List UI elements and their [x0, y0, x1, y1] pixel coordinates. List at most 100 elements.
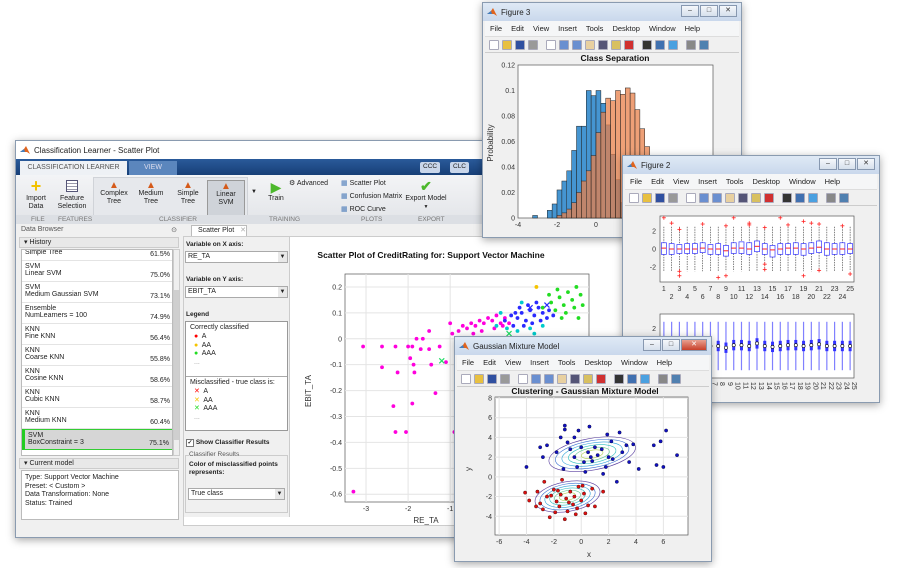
scatter-plot-tab[interactable]: Scatter Plot ✕	[191, 225, 247, 236]
maximize-button[interactable]: □	[700, 5, 718, 17]
open-icon[interactable]	[642, 192, 652, 203]
history-item[interactable]: KNN Fine KNN 56.4%	[22, 324, 172, 345]
print-icon[interactable]	[528, 39, 538, 50]
rotate-icon[interactable]	[598, 39, 608, 50]
menu-tools[interactable]: Tools	[557, 358, 576, 367]
history-item[interactable]: KNN Coarse KNN 55.8%	[22, 345, 172, 366]
dock-icon[interactable]	[699, 39, 709, 50]
show-classifier-results-checkbox[interactable]: ✓ Show Classifier Results	[186, 439, 270, 447]
menu-insert[interactable]: Insert	[698, 177, 717, 186]
menu-desktop[interactable]: Desktop	[612, 24, 640, 33]
data-cursor-icon[interactable]	[611, 39, 621, 50]
menu-file[interactable]: File	[462, 358, 475, 367]
color-meaning-select[interactable]: True class ▼	[188, 488, 285, 500]
history-item[interactable]: SVM BoxConstraint = 3 75.1%	[22, 429, 172, 450]
colorbar-icon[interactable]	[655, 39, 665, 50]
open-icon[interactable]	[502, 39, 512, 50]
menu-edit[interactable]: Edit	[483, 358, 497, 367]
menu-view[interactable]: View	[533, 24, 550, 33]
close-button[interactable]: ✕	[681, 339, 707, 351]
pointer-icon[interactable]	[686, 192, 696, 203]
new-icon[interactable]	[629, 192, 639, 203]
data-cursor-icon[interactable]	[583, 373, 593, 384]
classifier-simple-tree[interactable]: ▲ Simple Tree	[170, 181, 206, 206]
history-item[interactable]: KNN Cosine KNN 58.6%	[22, 366, 172, 387]
history-item[interactable]: Ensemble NumLearners = 100 74.9%	[22, 303, 172, 324]
classifier-linear-svm[interactable]: ▲ Linear SVM	[207, 180, 245, 218]
x-variable-select[interactable]: RE_TA ▼	[185, 251, 288, 263]
current-model-header[interactable]: ▾ Current model	[19, 458, 179, 469]
gmm-clustering-chart[interactable]: -6 -4 -2 0 2 4 6 -4 -2 0 2 4 6 8 Clustering - Gaussian…	[457, 387, 709, 559]
new-icon[interactable]	[461, 373, 471, 384]
dock-icon[interactable]	[839, 192, 849, 203]
pan-icon[interactable]	[585, 39, 595, 50]
link-icon[interactable]	[782, 192, 792, 203]
advanced-button[interactable]: ⚙ Advanced	[289, 179, 328, 187]
confusion-matrix-button[interactable]: ▦ Confusion Matrix	[341, 192, 402, 200]
print-icon[interactable]	[500, 373, 510, 384]
pointer-icon[interactable]	[518, 373, 528, 384]
minimize-button[interactable]: –	[681, 5, 699, 17]
legend-icon[interactable]	[640, 373, 650, 384]
link-icon[interactable]	[614, 373, 624, 384]
legend-icon[interactable]	[808, 192, 818, 203]
menu-help[interactable]: Help	[656, 358, 673, 367]
pan-icon[interactable]	[725, 192, 735, 203]
menu-tools[interactable]: Tools	[585, 24, 604, 33]
menu-desktop[interactable]: Desktop	[584, 358, 612, 367]
close-button[interactable]: ✕	[719, 5, 737, 17]
quick-access-clc[interactable]: CLC	[450, 162, 470, 173]
classifier-complex-tree[interactable]: ▲ Complex Tree	[96, 181, 132, 206]
menu-file[interactable]: File	[630, 177, 643, 186]
quick-access-ccc[interactable]: CCC	[420, 162, 441, 173]
roc-curve-button[interactable]: ▦ ROC Curve	[341, 205, 386, 213]
maximize-button[interactable]: □	[838, 158, 856, 170]
gallery-expand-button[interactable]: ▼	[251, 189, 257, 195]
tab-view[interactable]: VIEW	[129, 161, 177, 175]
pointer-icon[interactable]	[546, 39, 556, 50]
menu-edit[interactable]: Edit	[651, 177, 665, 186]
scatter-plot-button[interactable]: ▦ Scatter Plot	[341, 179, 386, 187]
rotate-icon[interactable]	[570, 373, 580, 384]
boxplot-charts[interactable]: 20-2123456789101112131415161718192021222…	[625, 206, 877, 400]
data-cursor-icon[interactable]	[751, 192, 761, 203]
classifier-medium-tree[interactable]: ▲ Medium Tree	[132, 181, 170, 206]
menu-window[interactable]: Window	[620, 358, 648, 367]
zoom-out-icon[interactable]	[712, 192, 722, 203]
zoom-out-icon[interactable]	[544, 373, 554, 384]
minimize-button[interactable]: –	[819, 158, 837, 170]
history-scrollbar[interactable]	[173, 249, 180, 456]
menu-edit[interactable]: Edit	[511, 24, 525, 33]
brush-icon[interactable]	[764, 192, 774, 203]
print-icon[interactable]	[668, 192, 678, 203]
import-data-button[interactable]: + Import Data	[20, 177, 52, 211]
maximize-button[interactable]: □	[662, 339, 680, 351]
menu-window[interactable]: Window	[788, 177, 816, 186]
menu-help[interactable]: Help	[684, 24, 701, 33]
save-icon[interactable]	[515, 39, 525, 50]
colorbar-icon[interactable]	[795, 192, 805, 203]
menu-window[interactable]: Window	[648, 24, 676, 33]
rotate-icon[interactable]	[738, 192, 748, 203]
menu-insert[interactable]: Insert	[530, 358, 549, 367]
dock-icon[interactable]	[671, 373, 681, 384]
close-button[interactable]: ✕	[857, 158, 875, 170]
new-icon[interactable]	[489, 39, 499, 50]
brush-icon[interactable]	[596, 373, 606, 384]
hide-tools-icon[interactable]	[826, 192, 836, 203]
history-item[interactable]: KNN Medium KNN 60.4%	[22, 408, 172, 429]
menu-help[interactable]: Help	[824, 177, 841, 186]
history-item[interactable]: SVM Medium Gaussian SVM 73.1%	[22, 282, 172, 303]
zoom-in-icon[interactable]	[699, 192, 709, 203]
pan-icon[interactable]	[557, 373, 567, 384]
close-tab-icon[interactable]: ✕	[240, 227, 247, 234]
menu-file[interactable]: File	[490, 24, 503, 33]
menu-view[interactable]: View	[673, 177, 690, 186]
link-icon[interactable]	[642, 39, 652, 50]
brush-icon[interactable]	[624, 39, 634, 50]
feature-selection-button[interactable]: Feature Selection	[54, 177, 90, 211]
open-icon[interactable]	[474, 373, 484, 384]
scrollbar-thumb[interactable]	[174, 290, 179, 440]
menu-tools[interactable]: Tools	[725, 177, 744, 186]
hide-tools-icon[interactable]	[686, 39, 696, 50]
